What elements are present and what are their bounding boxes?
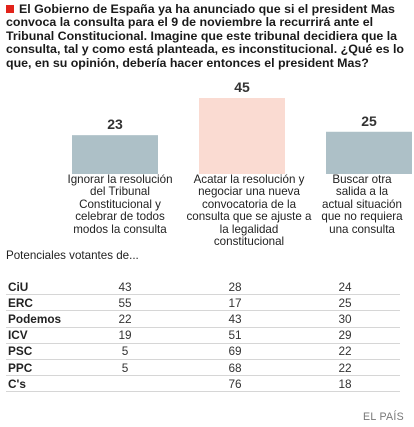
table-cell: 51 — [180, 327, 290, 344]
table-cell: 22 — [290, 359, 400, 377]
bar-chart: 23 45 25 — [72, 80, 412, 174]
party-name: CiU — [6, 279, 70, 296]
party-name: Podemos — [6, 310, 70, 328]
table-row: ICV 19 51 29 — [6, 327, 400, 344]
category-label-1: Ignorar la resolución del Tribunal Const… — [67, 173, 173, 236]
table-cell: 22 — [290, 343, 400, 360]
question-text: El Gobierno de España ya ha anunciado qu… — [6, 2, 408, 70]
table-row: Podemos 22 43 30 — [6, 310, 400, 328]
bar-2 — [199, 98, 285, 174]
table-cell: 76 — [180, 375, 290, 393]
party-name: C's — [6, 375, 70, 393]
table-row: ERC 55 17 25 — [6, 294, 400, 312]
source-credit: EL PAÍS — [363, 411, 404, 423]
table-cell: 29 — [290, 327, 400, 344]
table-cell: 19 — [70, 327, 180, 344]
bar-value-label-3: 25 — [361, 113, 377, 129]
table-cell: 18 — [290, 375, 400, 393]
bar-1 — [72, 135, 158, 174]
bar-value-label-2: 45 — [234, 80, 250, 95]
table-cell: 5 — [70, 343, 180, 360]
table-cell: 43 — [70, 279, 180, 296]
table-cell: 68 — [180, 359, 290, 377]
table-cell: 17 — [180, 294, 290, 312]
party-name: ERC — [6, 294, 70, 312]
table-cell: 24 — [290, 279, 400, 296]
question-body: El Gobierno de España ya ha anunciado qu… — [6, 2, 404, 70]
table-cell: 28 — [180, 279, 290, 296]
table-cell: 43 — [180, 310, 290, 328]
table-cell: 22 — [70, 310, 180, 328]
table-row: PSC 5 69 22 — [6, 343, 400, 360]
voters-table: CiU 43 28 24 ERC 55 17 25 Podemos 22 43 30 ICV 19 51 29… — [6, 279, 400, 393]
party-name: PPC — [6, 359, 70, 377]
table-cell: 69 — [180, 343, 290, 360]
table-row: CiU 43 28 24 — [6, 279, 400, 296]
table-cell: 55 — [70, 294, 180, 312]
table-cell: 30 — [290, 310, 400, 328]
table-row: PPC 5 68 22 — [6, 359, 400, 377]
table-cell — [70, 375, 180, 393]
party-name: ICV — [6, 327, 70, 344]
bar-value-label-1: 23 — [107, 116, 123, 132]
table-cell: 25 — [290, 294, 400, 312]
bar-3 — [326, 131, 412, 174]
party-name: PSC — [6, 343, 70, 360]
table-row: C's 76 18 — [6, 375, 400, 393]
red-square-bullet-icon — [6, 5, 14, 13]
category-label-3: Buscar otra salida a la actual situación… — [321, 173, 403, 236]
voters-subheader: Potenciales votantes de... — [6, 249, 139, 262]
category-label-2: Acatar la resolución y negociar una nuev… — [186, 173, 312, 249]
table-cell: 5 — [70, 359, 180, 377]
